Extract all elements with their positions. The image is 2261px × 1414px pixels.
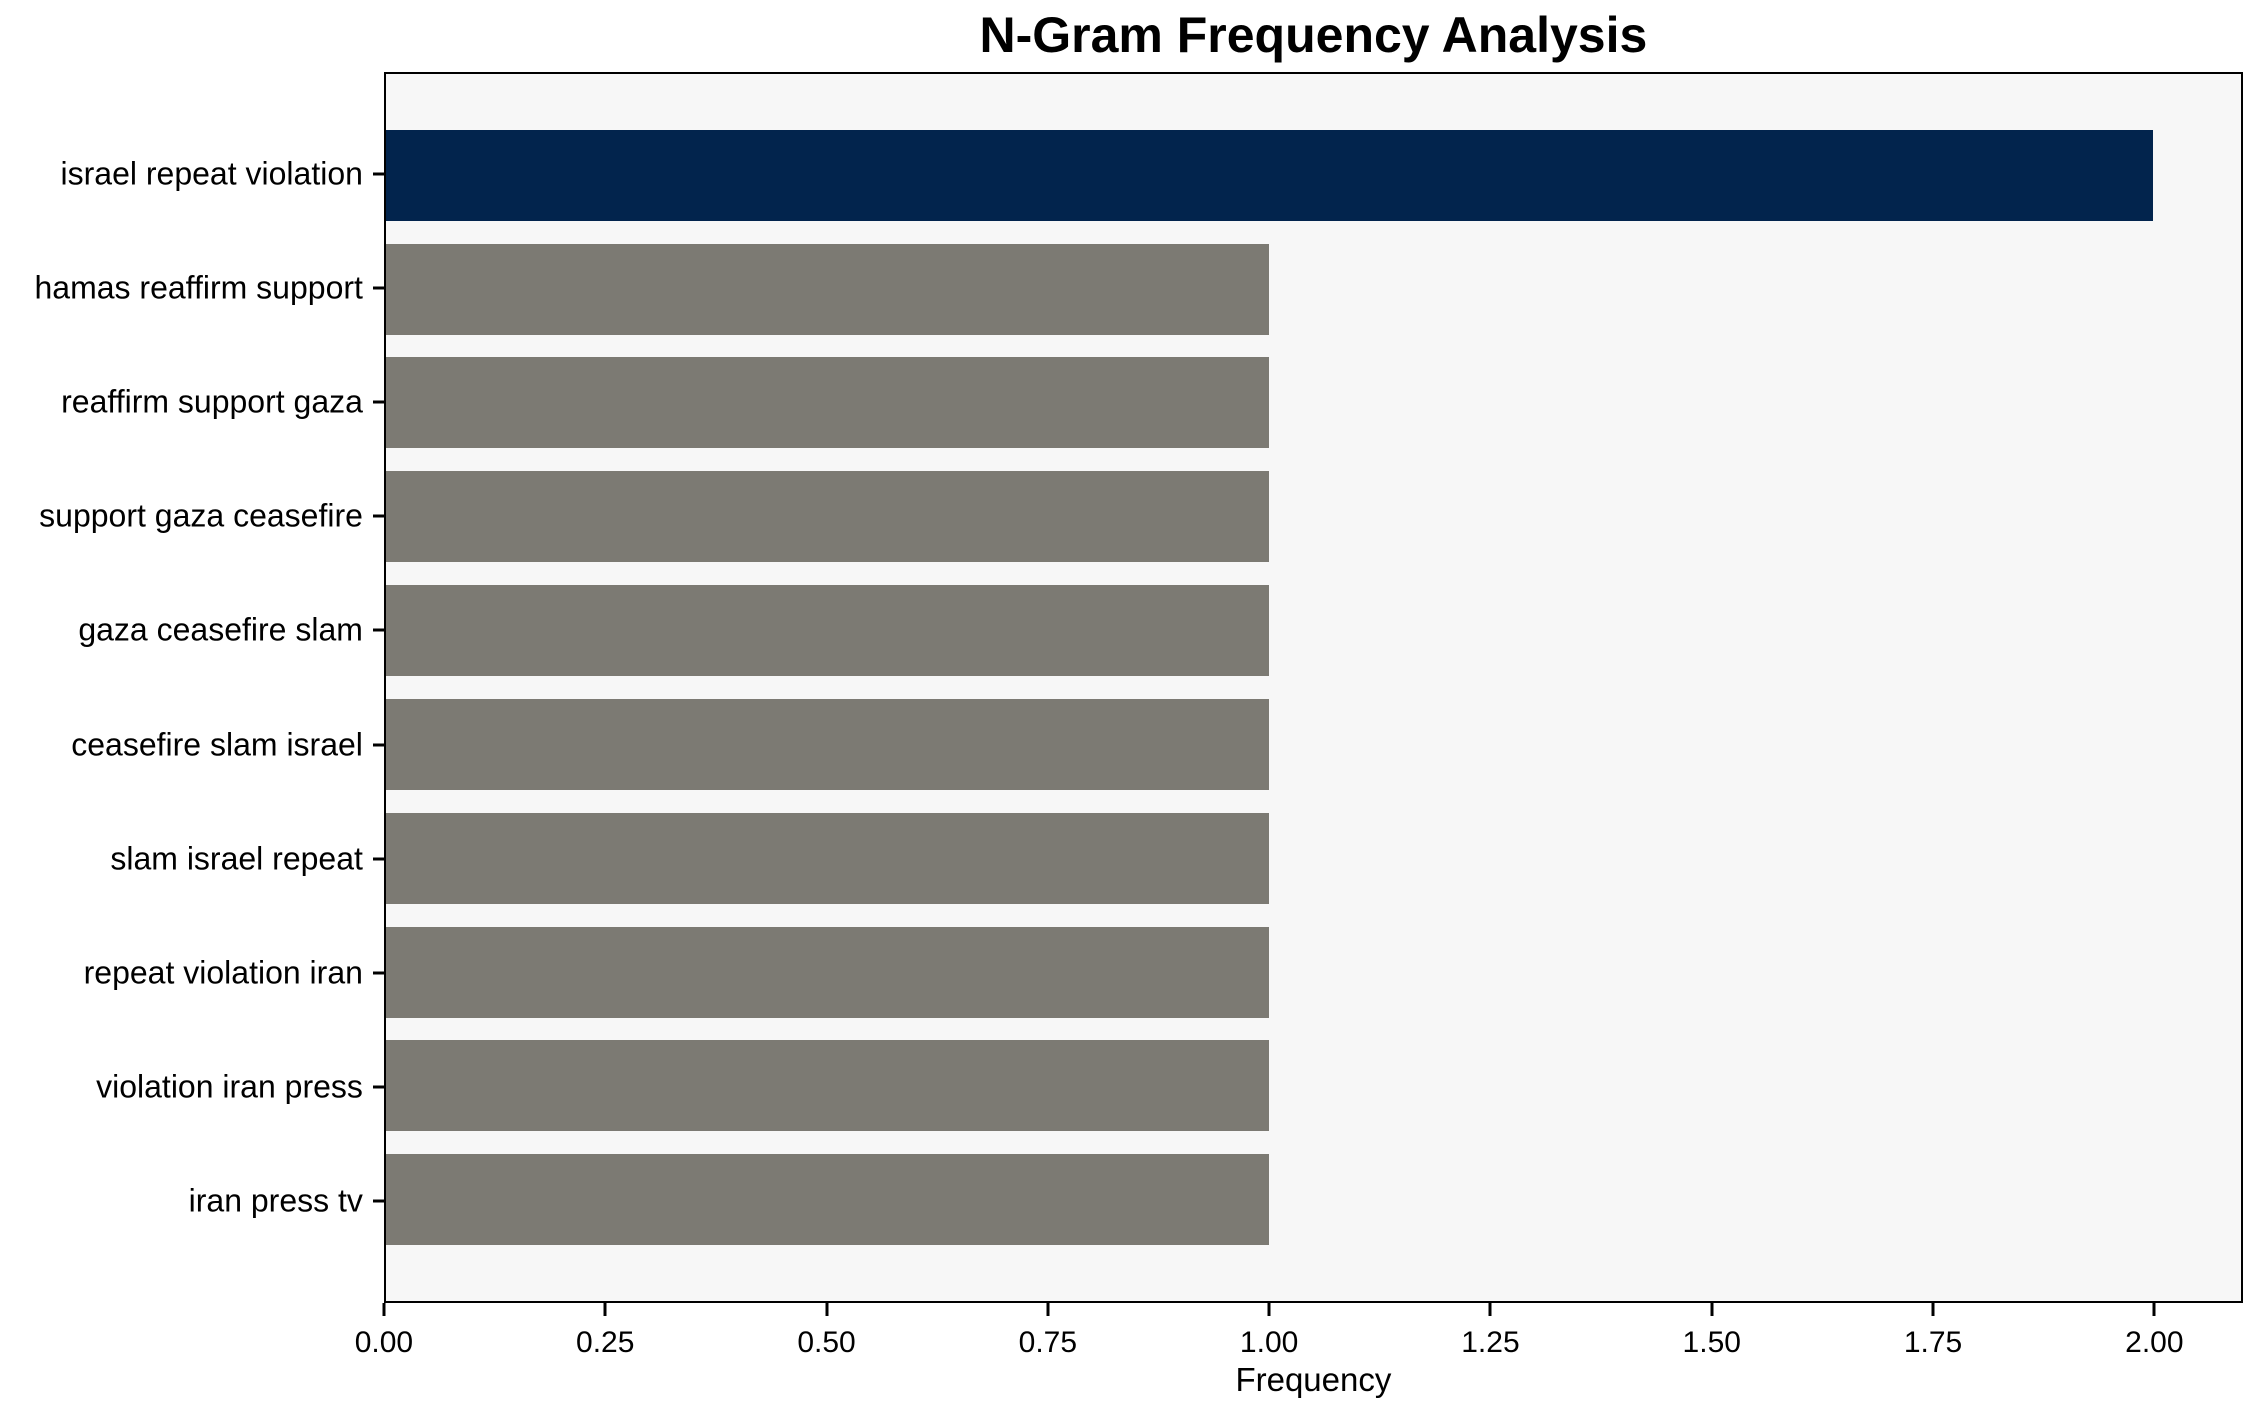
bar-reaffirm-support-gaza: [385, 357, 1270, 449]
x-tick-mark: [2152, 1303, 2156, 1316]
y-tick-label: iran press tv: [188, 1182, 363, 1219]
bar-israel-repeat-violation: [385, 129, 2153, 221]
x-axis: 0.00 0.25 0.50 0.75 1.00 1.25 1.50 1.75 2.00: [355, 1303, 2243, 1363]
x-tick-label: 0.25: [576, 1326, 635, 1359]
y-tick-label: israel repeat violation: [60, 155, 363, 192]
y-tick-mark: [372, 857, 384, 861]
y-axis: israel repeat violation hamas reaffirm su…: [0, 72, 384, 1303]
y-tick-label: hamas reaffirm support: [34, 269, 363, 306]
bar-slam-israel-repeat: [385, 812, 1270, 904]
y-tick-mark: [372, 286, 384, 290]
y-tick-mark: [372, 743, 384, 747]
x-axis-title: Frequency: [1235, 1361, 1392, 1398]
bar-violation-iran-press: [385, 1040, 1270, 1132]
y-tick-label: support gaza ceasefire: [39, 497, 363, 534]
bar-hamas-reaffirm-support: [385, 243, 1270, 335]
x-tick-label: 1.75: [1903, 1326, 1963, 1359]
x-tick-label: 1.00: [1239, 1326, 1299, 1359]
x-tick-label: 1.25: [1461, 1326, 1520, 1359]
bar-ceasefire-slam-israel: [385, 698, 1270, 790]
chart-title: N-Gram Frequency Analysis: [979, 7, 1648, 63]
bar-repeat-violation-iran: [385, 926, 1270, 1018]
y-tick-mark: [372, 514, 384, 518]
x-tick-mark: [1046, 1303, 1050, 1316]
x-tick-mark: [603, 1303, 607, 1316]
y-tick-label: repeat violation iran: [83, 954, 363, 991]
y-tick-label: reaffirm support gaza: [61, 383, 363, 420]
x-tick-label: 1.50: [1682, 1326, 1741, 1359]
y-tick-mark: [372, 400, 384, 404]
y-tick-mark: [372, 971, 384, 975]
x-tick-mark: [1710, 1303, 1714, 1316]
bar-gaza-ceasefire-slam: [385, 585, 1270, 677]
bar-iran-press-tv: [385, 1154, 1270, 1246]
x-tick-mark: [1488, 1303, 1492, 1316]
x-tick-label: 0.75: [1018, 1326, 1078, 1359]
x-tick-mark: [1267, 1303, 1271, 1316]
x-tick-mark: [382, 1303, 386, 1316]
y-tick-label: gaza ceasefire slam: [78, 611, 363, 648]
x-tick-label: 0.00: [354, 1326, 414, 1359]
x-tick-mark: [825, 1303, 829, 1316]
y-tick-mark: [372, 1085, 384, 1089]
x-tick-mark: [1931, 1303, 1935, 1316]
y-tick-label: ceasefire slam israel: [71, 726, 363, 763]
y-tick-label: violation iran press: [96, 1068, 363, 1105]
plot-area: [383, 71, 2243, 1303]
y-tick-mark: [372, 1199, 384, 1203]
y-tick-mark: [372, 172, 384, 176]
x-tick-label: 0.50: [797, 1326, 856, 1359]
y-tick-mark: [372, 628, 384, 632]
x-tick-label: 2.00: [2125, 1326, 2184, 1359]
bar-support-gaza-ceasefire: [385, 471, 1270, 563]
y-tick-label: slam israel repeat: [110, 840, 363, 877]
